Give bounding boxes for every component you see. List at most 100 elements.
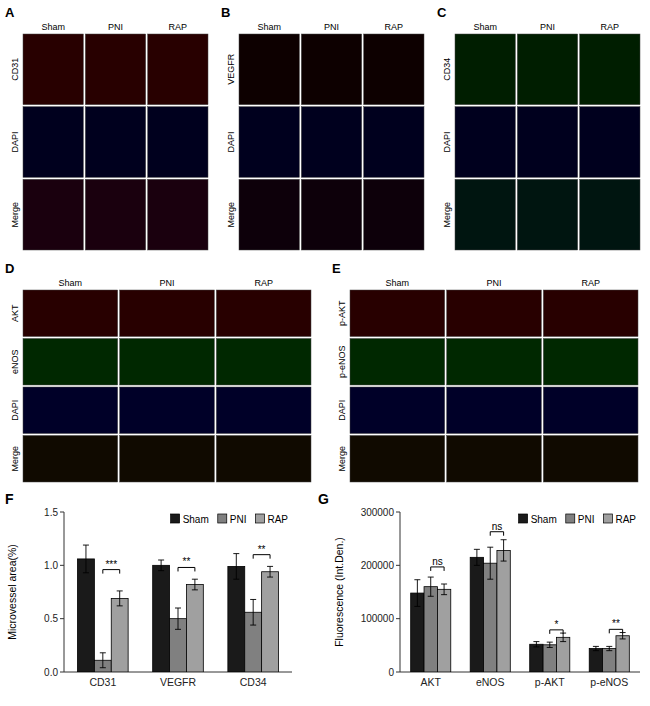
image-cell	[120, 387, 215, 434]
error-cap	[606, 650, 612, 651]
image-cell	[543, 436, 638, 483]
panel-letter: A	[5, 5, 15, 20]
significance-bracket	[431, 567, 444, 571]
significance-label: ***	[105, 559, 117, 570]
legend: ShamPNIRAP	[171, 514, 289, 525]
panel-letter: B	[221, 5, 230, 20]
x-tick-label: AKT	[421, 676, 442, 688]
significance-label: **	[183, 556, 191, 567]
bar	[530, 644, 543, 672]
error-bar	[233, 554, 239, 580]
error-cap	[533, 646, 539, 647]
significance-label: ns	[492, 521, 503, 532]
image-cell	[301, 179, 361, 250]
legend-swatch	[255, 514, 264, 523]
error-cap	[175, 629, 181, 630]
error-line	[609, 646, 610, 650]
row-label: eNOS	[10, 349, 20, 374]
image-cell	[148, 179, 208, 250]
legend-label: Sham	[183, 514, 209, 525]
legend-label: RAP	[267, 514, 288, 525]
error-line	[236, 554, 237, 580]
significance-label: *	[554, 619, 558, 630]
row-label: CD31	[10, 58, 20, 81]
significance-bracket	[550, 630, 563, 634]
error-line	[622, 633, 623, 639]
bar	[437, 589, 450, 672]
bars	[411, 540, 630, 672]
legend-label: PNI	[578, 514, 595, 525]
bar	[78, 559, 95, 672]
bar	[497, 550, 510, 672]
y-tick-label: 1.5	[44, 507, 58, 518]
image-cell	[23, 107, 83, 178]
significance-label: **	[612, 618, 620, 629]
image-cell	[364, 179, 424, 250]
error-bar	[620, 633, 626, 639]
error-bar	[593, 646, 599, 650]
row-label: DAPI	[337, 400, 347, 421]
error-cap	[192, 579, 198, 580]
error-line	[178, 608, 179, 629]
error-cap	[533, 641, 539, 642]
error-line	[476, 549, 477, 565]
image-cell	[447, 387, 542, 434]
error-bar	[533, 642, 539, 647]
error-cap	[547, 647, 553, 648]
error-line	[161, 560, 162, 571]
error-bar	[83, 545, 89, 573]
error-cap	[487, 579, 493, 580]
error-cap	[192, 589, 198, 590]
image-panel: AShamPNIRAPCD31DAPIMerge	[5, 5, 208, 250]
image-cell	[301, 107, 361, 178]
error-cap	[267, 566, 273, 567]
y-tick	[396, 618, 400, 619]
legend-swatch	[566, 514, 575, 523]
image-panel: EShamPNIRAPp-AKTp-eNOSDAPIMerge	[332, 261, 638, 482]
error-bar	[192, 579, 198, 590]
x-tick-label: CD31	[89, 676, 116, 688]
error-cap	[267, 577, 273, 578]
error-bar	[250, 599, 256, 625]
error-cap	[158, 570, 164, 571]
background	[0, 0, 650, 706]
image-cell	[23, 387, 118, 434]
image-cell	[216, 339, 311, 386]
y-tick-label: 100000	[361, 613, 395, 624]
column-label: Sham	[386, 278, 410, 288]
image-cell	[517, 179, 577, 250]
row-label: AKT	[10, 304, 20, 322]
panel-letter: D	[5, 261, 14, 276]
error-cap	[501, 561, 507, 562]
image-cell	[517, 107, 577, 178]
error-line	[490, 547, 491, 579]
error-cap	[250, 625, 256, 626]
column-label: Sham	[41, 22, 65, 32]
y-tick	[396, 565, 400, 566]
bar	[616, 636, 629, 672]
error-cap	[428, 596, 434, 597]
row-label: Merge	[226, 202, 236, 228]
column-label: PNI	[108, 22, 123, 32]
error-cap	[100, 652, 106, 653]
figure: AShamPNIRAPCD31DAPIMergeBShamPNIRAPVEGFR…	[0, 0, 650, 706]
bar	[262, 572, 279, 672]
image-cell	[239, 107, 299, 178]
image-cell	[23, 179, 83, 250]
x-tick-label: eNOS	[476, 676, 505, 688]
error-cap	[83, 545, 89, 546]
image-cell	[85, 179, 145, 250]
legend-swatch	[218, 514, 227, 523]
error-bar	[117, 591, 123, 606]
y-axis-label: Microvessel area(%)	[6, 544, 18, 640]
x-tick-label: p-eNOS	[590, 676, 628, 688]
image-cell	[543, 387, 638, 434]
error-line	[536, 642, 537, 647]
row-label: DAPI	[226, 131, 236, 152]
bar	[589, 649, 602, 672]
significance-bracket	[609, 629, 622, 633]
error-line	[119, 591, 120, 606]
image-panel: CShamPNIRAPCD34DAPIMerge	[437, 5, 640, 250]
image-cell	[23, 339, 118, 386]
image-cell	[580, 179, 640, 250]
